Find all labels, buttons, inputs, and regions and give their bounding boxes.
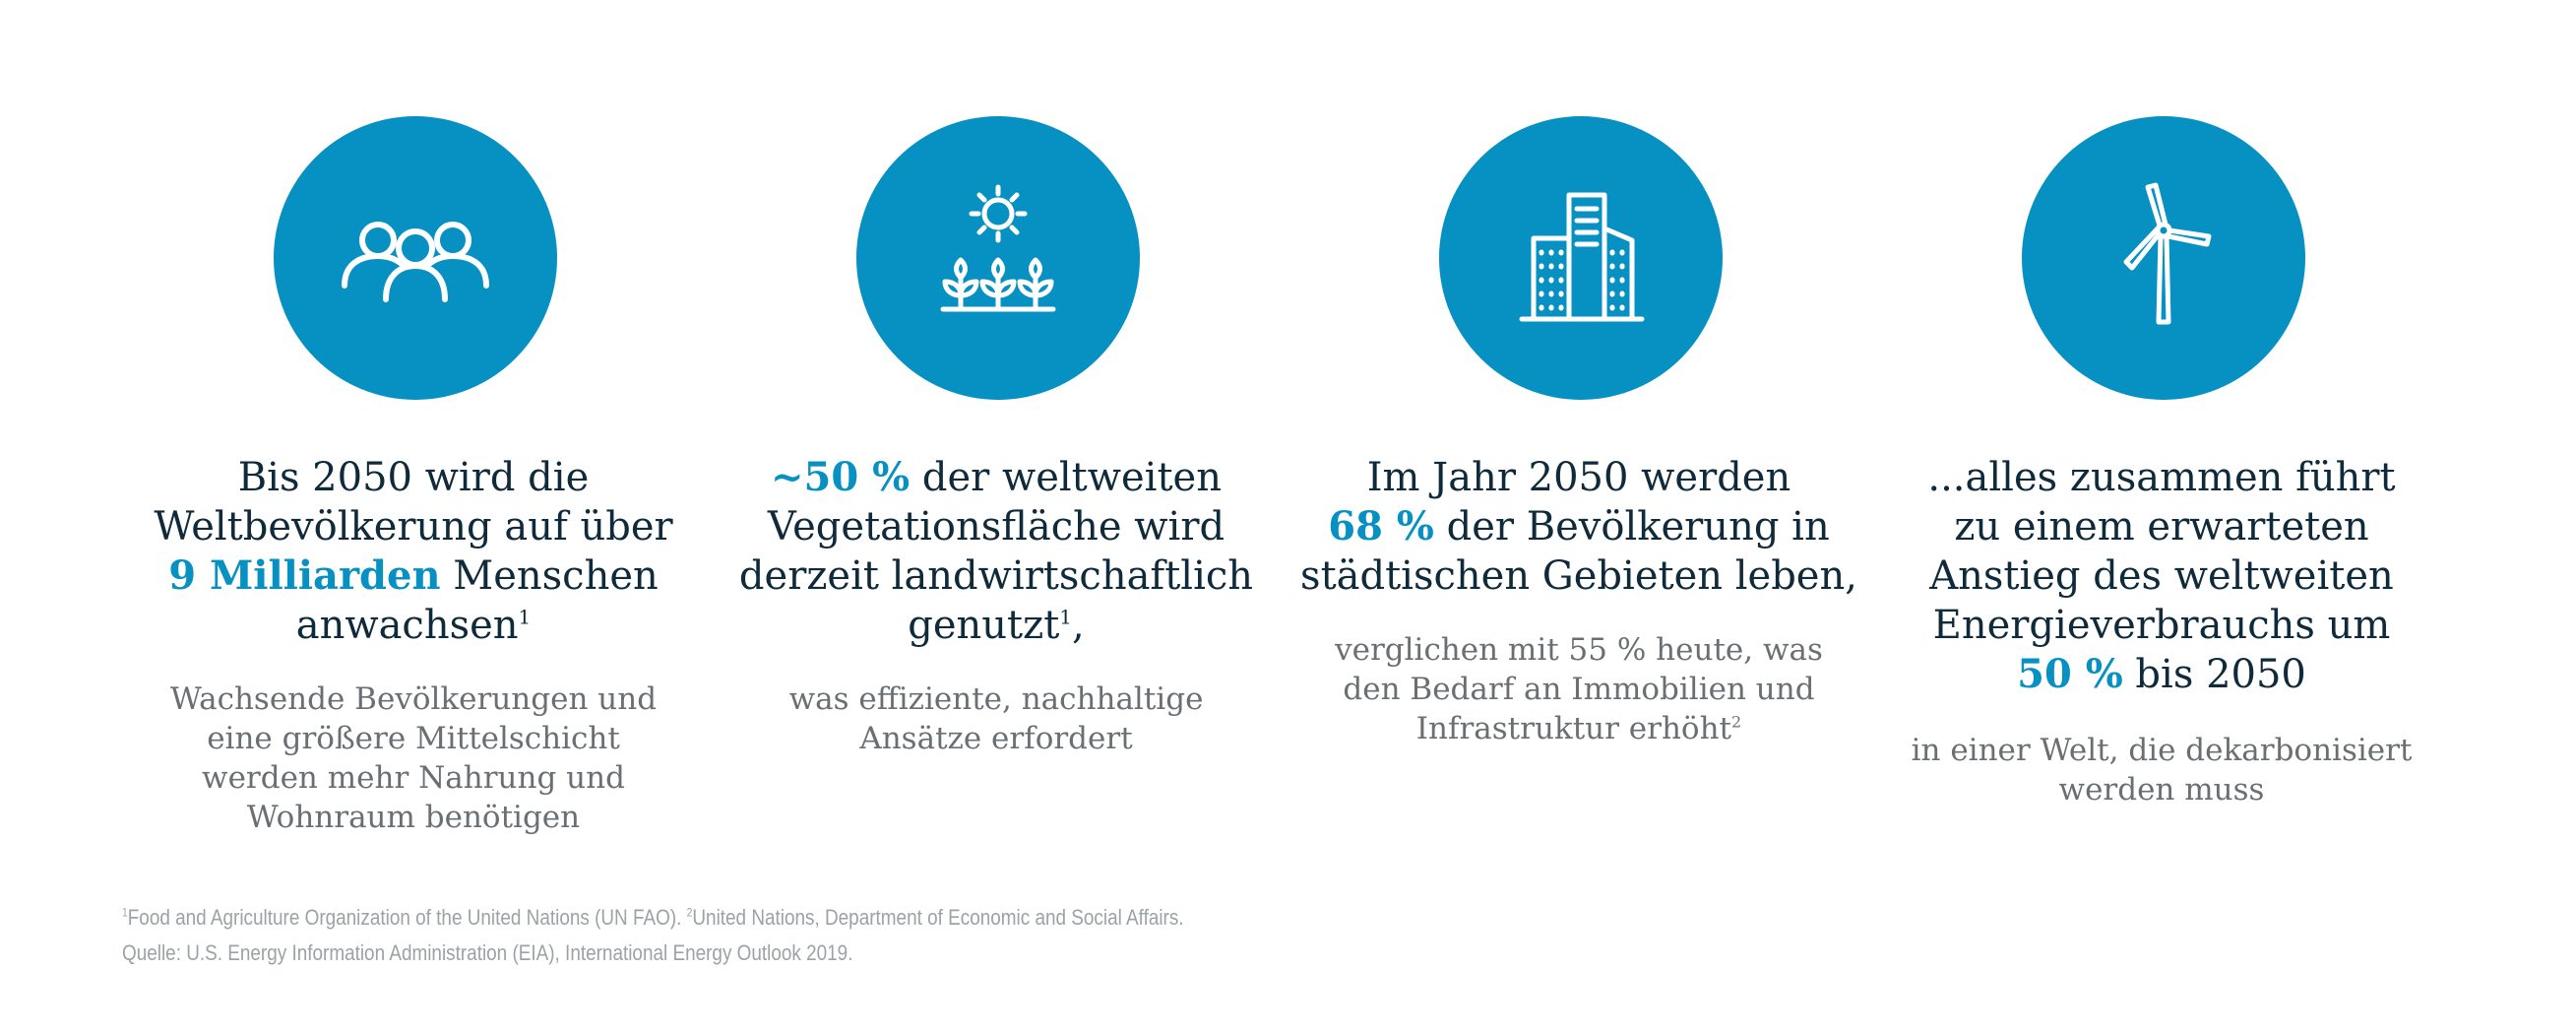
headline-text: Menschen xyxy=(440,553,659,599)
highlight-figure: 68 % xyxy=(1328,503,1434,549)
footnote-marker: 1 xyxy=(1059,605,1073,629)
headline-line: 9 Milliarden Menschen xyxy=(108,551,719,601)
headline-line: 68 % der Bevölkerung in xyxy=(1274,502,1884,551)
highlight-figure: 9 Milliarden xyxy=(168,552,441,599)
headline: ~50 % der weltweiten Vegetationsfläche w… xyxy=(691,453,1301,650)
subtext-line: Wachsende Bevölkerungen und xyxy=(169,681,658,717)
headline-line: zu einem erwarteten xyxy=(1954,504,2369,549)
footnote-text: United Nations, Department of Economic a… xyxy=(692,905,1184,930)
people-group-icon xyxy=(342,222,489,302)
headline: Im Jahr 2050 werden 68 % der Bevölkerung… xyxy=(1274,453,1884,601)
footnote-line: 1Food and Agriculture Organization of th… xyxy=(122,900,1184,936)
subtext-line: in einer Welt, die dekarbonisiert xyxy=(1911,733,2413,768)
subtext-line: Wohnraum benötigen xyxy=(246,800,581,835)
subtext-line: werden mehr Nahrung und xyxy=(202,760,625,796)
headline-line: Bis 2050 wird die xyxy=(237,455,590,500)
icon-circle xyxy=(1439,116,1723,400)
headline-line: Anstieg des weltweiten xyxy=(1929,553,2394,599)
subtext: was effiziente, nachhaltige Ansätze erfo… xyxy=(691,679,1301,758)
headline-text: bis 2050 xyxy=(2122,652,2306,697)
wind-turbine-icon xyxy=(2123,182,2212,325)
footnote-marker: 2 xyxy=(1731,712,1742,732)
source-line: Quelle: U.S. Energy Information Administ… xyxy=(122,940,853,965)
footnote-marker: 2 xyxy=(686,905,693,920)
subtext-line: Ansätze erfordert xyxy=(859,721,1133,756)
headline-line: derzeit landwirtschaftlich xyxy=(738,553,1254,599)
headline-line: städtischen Gebieten leben, xyxy=(1300,553,1857,599)
subtext-line: werden muss xyxy=(2058,772,2265,808)
icon-circle xyxy=(856,116,1140,400)
headline-line: anwachsen1 xyxy=(108,601,719,650)
subtext-line: verglichen mit 55 % heute, was xyxy=(1335,632,1823,668)
subtext-text: Infrastruktur erhöht xyxy=(1415,711,1732,746)
headline-line: Im Jahr 2050 werden xyxy=(1366,455,1791,500)
subtext-line: Infrastruktur erhöht2 xyxy=(1274,709,1884,748)
headline-text: , xyxy=(1072,603,1085,648)
footnote-marker: 1 xyxy=(518,605,532,629)
headline-text: genutzt xyxy=(908,603,1060,648)
subtext-line: den Bedarf an Immobilien und xyxy=(1343,672,1815,707)
footnote-text: Food and Agriculture Organization of the… xyxy=(127,905,687,930)
headline-line: 50 % bis 2050 xyxy=(1856,650,2467,699)
icon-circle xyxy=(2022,116,2305,400)
sun-and-plants-icon xyxy=(940,184,1056,312)
subtext: Wachsende Bevölkerungen und eine größere… xyxy=(108,679,719,837)
headline-text: anwachsen xyxy=(295,603,519,648)
subtext-line: was effiziente, nachhaltige xyxy=(788,681,1204,717)
footnote-marker: 1 xyxy=(122,905,128,920)
headline-line: genutzt1, xyxy=(691,601,1301,650)
headline: ...alles zusammen führt zu einem erwarte… xyxy=(1856,453,2467,699)
headline: Bis 2050 wird die Weltbevölkerung auf üb… xyxy=(108,453,719,650)
headline-line: Weltbevölkerung auf über xyxy=(154,504,673,549)
headline-line: Energieverbrauchs um xyxy=(1932,603,2391,648)
headline-text: der Bevölkerung in xyxy=(1433,504,1830,549)
headline-line: ~50 % der weltweiten xyxy=(691,453,1301,502)
highlight-figure: ~50 % xyxy=(771,454,911,500)
subtext-line: eine größere Mittelschicht xyxy=(207,721,620,756)
highlight-figure: 50 % xyxy=(2017,651,2123,697)
footnotes: 1Food and Agriculture Organization of th… xyxy=(122,900,1184,971)
subtext: in einer Welt, die dekarbonisiert werden… xyxy=(1856,731,2467,809)
icon-circle xyxy=(274,116,557,400)
headline-line: Vegetationsfläche wird xyxy=(767,504,1225,549)
subtext: verglichen mit 55 % heute, was den Bedar… xyxy=(1274,630,1884,748)
city-buildings-icon xyxy=(1519,192,1645,322)
headline-line: ...alles zusammen führt xyxy=(1927,455,2396,500)
headline-text: der weltweiten xyxy=(910,455,1222,500)
